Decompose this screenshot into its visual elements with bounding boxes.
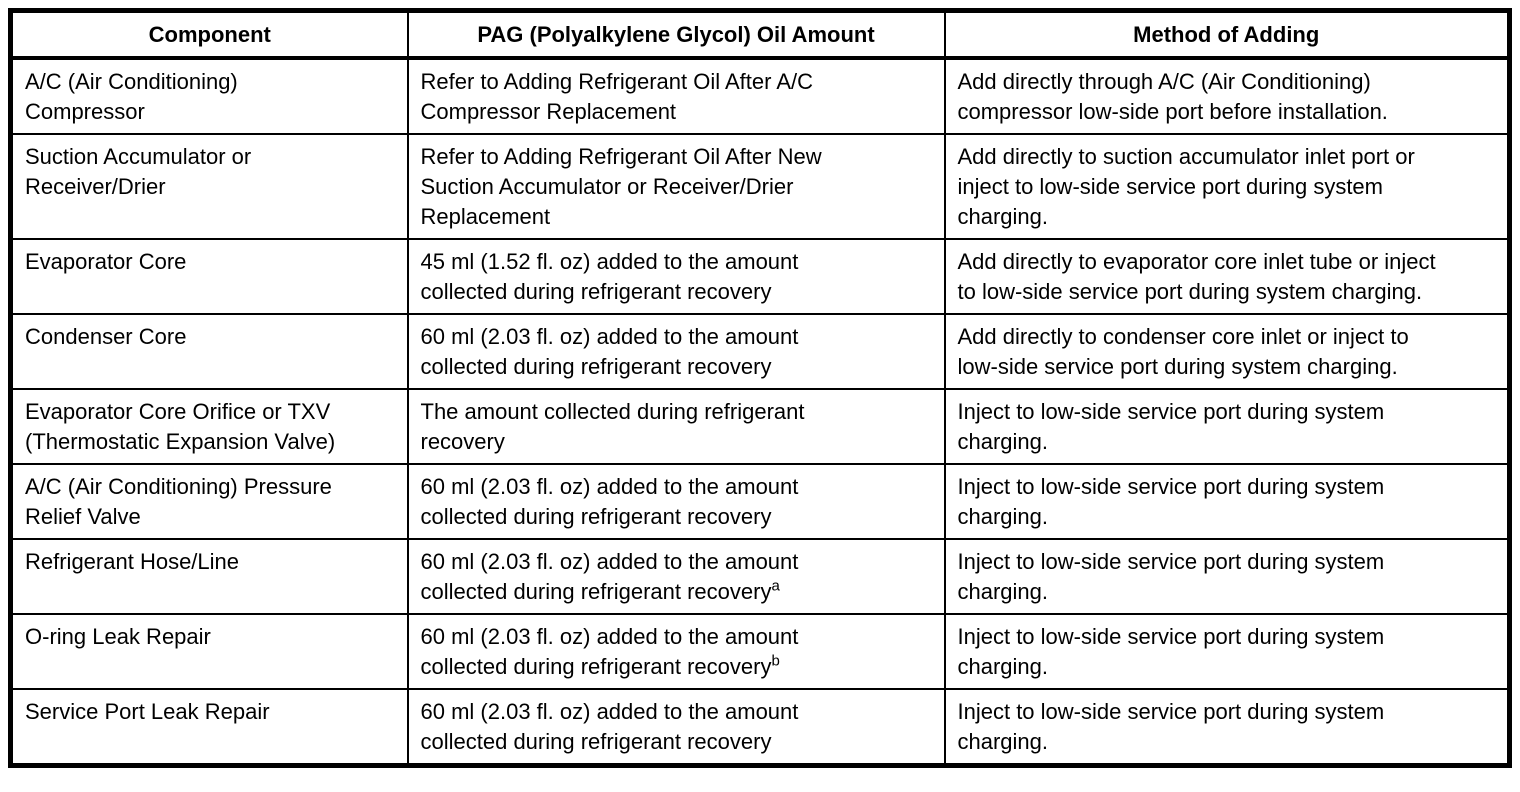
component-cell: A/C (Air Conditioning) Pressure Relief V… bbox=[9, 463, 409, 540]
footnote-marker: b bbox=[771, 652, 780, 670]
cell-text: A/C (Air Conditioning) Pressure Relief V… bbox=[25, 474, 332, 529]
method-cell: Add directly through A/C (Air Conditioni… bbox=[943, 57, 1511, 135]
oil-amount-cell: Refer to Adding Refrigerant Oil After A/… bbox=[406, 57, 946, 135]
oil-amount-cell: Refer to Adding Refrigerant Oil After Ne… bbox=[406, 133, 946, 240]
component-cell: Evaporator Core bbox=[9, 238, 409, 315]
component-cell: Condenser Core bbox=[9, 313, 409, 390]
cell-text: Evaporator Core bbox=[25, 249, 187, 274]
table-row: A/C (Air Conditioning) Compressor Refer … bbox=[9, 57, 1511, 135]
table-row: Suction Accumulator or Receiver/Drier Re… bbox=[9, 133, 1511, 240]
method-cell: Add directly to suction accumulator inle… bbox=[943, 133, 1511, 240]
cell-text: Add directly through A/C (Air Conditioni… bbox=[957, 69, 1388, 124]
column-header-component: Component bbox=[9, 9, 409, 60]
table-row: Refrigerant Hose/Line 60 ml (2.03 fl. oz… bbox=[9, 538, 1511, 615]
method-cell: Inject to low-side service port during s… bbox=[943, 688, 1511, 767]
cell-text: Inject to low-side service port during s… bbox=[957, 549, 1385, 604]
cell-text: Refer to Adding Refrigerant Oil After Ne… bbox=[420, 144, 822, 229]
column-header-label: Component bbox=[148, 22, 271, 47]
cell-text: Evaporator Core Orifice or TXV (Thermost… bbox=[25, 399, 336, 454]
method-cell: Inject to low-side service port during s… bbox=[943, 388, 1511, 465]
cell-text: 45 ml (1.52 fl. oz) added to the amount … bbox=[420, 249, 799, 304]
header-row: Component PAG (Polyalkylene Glycol) Oil … bbox=[9, 9, 1511, 60]
cell-text: The amount collected during refrigerant … bbox=[420, 399, 805, 454]
cell-text: Suction Accumulator or Receiver/Drier bbox=[25, 144, 252, 199]
column-header-label: Method of Adding bbox=[1133, 22, 1320, 47]
cell-text: O-ring Leak Repair bbox=[25, 624, 211, 649]
oil-amount-cell: 60 ml (2.03 fl. oz) added to the amount … bbox=[406, 463, 946, 540]
cell-text: 60 ml (2.03 fl. oz) added to the amount … bbox=[420, 324, 799, 379]
column-header-oil-amount: PAG (Polyalkylene Glycol) Oil Amount bbox=[406, 9, 946, 60]
method-cell: Add directly to condenser core inlet or … bbox=[943, 313, 1511, 390]
cell-text: 60 ml (2.03 fl. oz) added to the amount … bbox=[420, 699, 799, 754]
cell-text: Add directly to condenser core inlet or … bbox=[957, 324, 1409, 379]
cell-text: Add directly to evaporator core inlet tu… bbox=[957, 249, 1436, 304]
component-cell: O-ring Leak Repair bbox=[9, 613, 409, 690]
cell-text: A/C (Air Conditioning) Compressor bbox=[25, 69, 238, 124]
table-row: Service Port Leak Repair 60 ml (2.03 fl.… bbox=[9, 688, 1511, 767]
method-cell: Inject to low-side service port during s… bbox=[943, 463, 1511, 540]
cell-text: 60 ml (2.03 fl. oz) added to the amount … bbox=[420, 624, 799, 679]
cell-text: Inject to low-side service port during s… bbox=[957, 699, 1385, 754]
oil-amount-cell: 45 ml (1.52 fl. oz) added to the amount … bbox=[406, 238, 946, 315]
component-cell: Refrigerant Hose/Line bbox=[9, 538, 409, 615]
table-row: O-ring Leak Repair 60 ml (2.03 fl. oz) a… bbox=[9, 613, 1511, 690]
oil-amount-cell: The amount collected during refrigerant … bbox=[406, 388, 946, 465]
table-row: Evaporator Core Orifice or TXV (Thermost… bbox=[9, 388, 1511, 465]
cell-text: Inject to low-side service port during s… bbox=[957, 474, 1385, 529]
method-cell: Add directly to evaporator core inlet tu… bbox=[943, 238, 1511, 315]
pag-oil-amount-table: Component PAG (Polyalkylene Glycol) Oil … bbox=[8, 8, 1512, 768]
method-cell: Inject to low-side service port during s… bbox=[943, 613, 1511, 690]
cell-text: Condenser Core bbox=[25, 324, 187, 349]
method-cell: Inject to low-side service port during s… bbox=[943, 538, 1511, 615]
cell-text: Add directly to suction accumulator inle… bbox=[957, 144, 1415, 229]
cell-text: 60 ml (2.03 fl. oz) added to the amount … bbox=[420, 549, 799, 604]
table-row: Condenser Core 60 ml (2.03 fl. oz) added… bbox=[9, 313, 1511, 390]
oil-amount-cell: 60 ml (2.03 fl. oz) added to the amount … bbox=[406, 538, 946, 615]
column-header-method: Method of Adding bbox=[943, 9, 1511, 60]
cell-text: 60 ml (2.03 fl. oz) added to the amount … bbox=[420, 474, 799, 529]
component-cell: Service Port Leak Repair bbox=[9, 688, 409, 767]
component-cell: A/C (Air Conditioning) Compressor bbox=[9, 57, 409, 135]
cell-text: Refrigerant Hose/Line bbox=[25, 549, 240, 574]
table-row: Evaporator Core 45 ml (1.52 fl. oz) adde… bbox=[9, 238, 1511, 315]
oil-amount-cell: 60 ml (2.03 fl. oz) added to the amount … bbox=[406, 688, 946, 767]
cell-text: Refer to Adding Refrigerant Oil After A/… bbox=[420, 69, 814, 124]
component-cell: Evaporator Core Orifice or TXV (Thermost… bbox=[9, 388, 409, 465]
oil-amount-cell: 60 ml (2.03 fl. oz) added to the amount … bbox=[406, 613, 946, 690]
cell-text: Inject to low-side service port during s… bbox=[957, 624, 1385, 679]
cell-text: Inject to low-side service port during s… bbox=[957, 399, 1385, 454]
oil-amount-cell: 60 ml (2.03 fl. oz) added to the amount … bbox=[406, 313, 946, 390]
column-header-label: PAG (Polyalkylene Glycol) Oil Amount bbox=[477, 22, 875, 47]
footnote-marker: a bbox=[771, 577, 780, 595]
table-row: A/C (Air Conditioning) Pressure Relief V… bbox=[9, 463, 1511, 540]
component-cell: Suction Accumulator or Receiver/Drier bbox=[9, 133, 409, 240]
cell-text: Service Port Leak Repair bbox=[25, 699, 270, 724]
